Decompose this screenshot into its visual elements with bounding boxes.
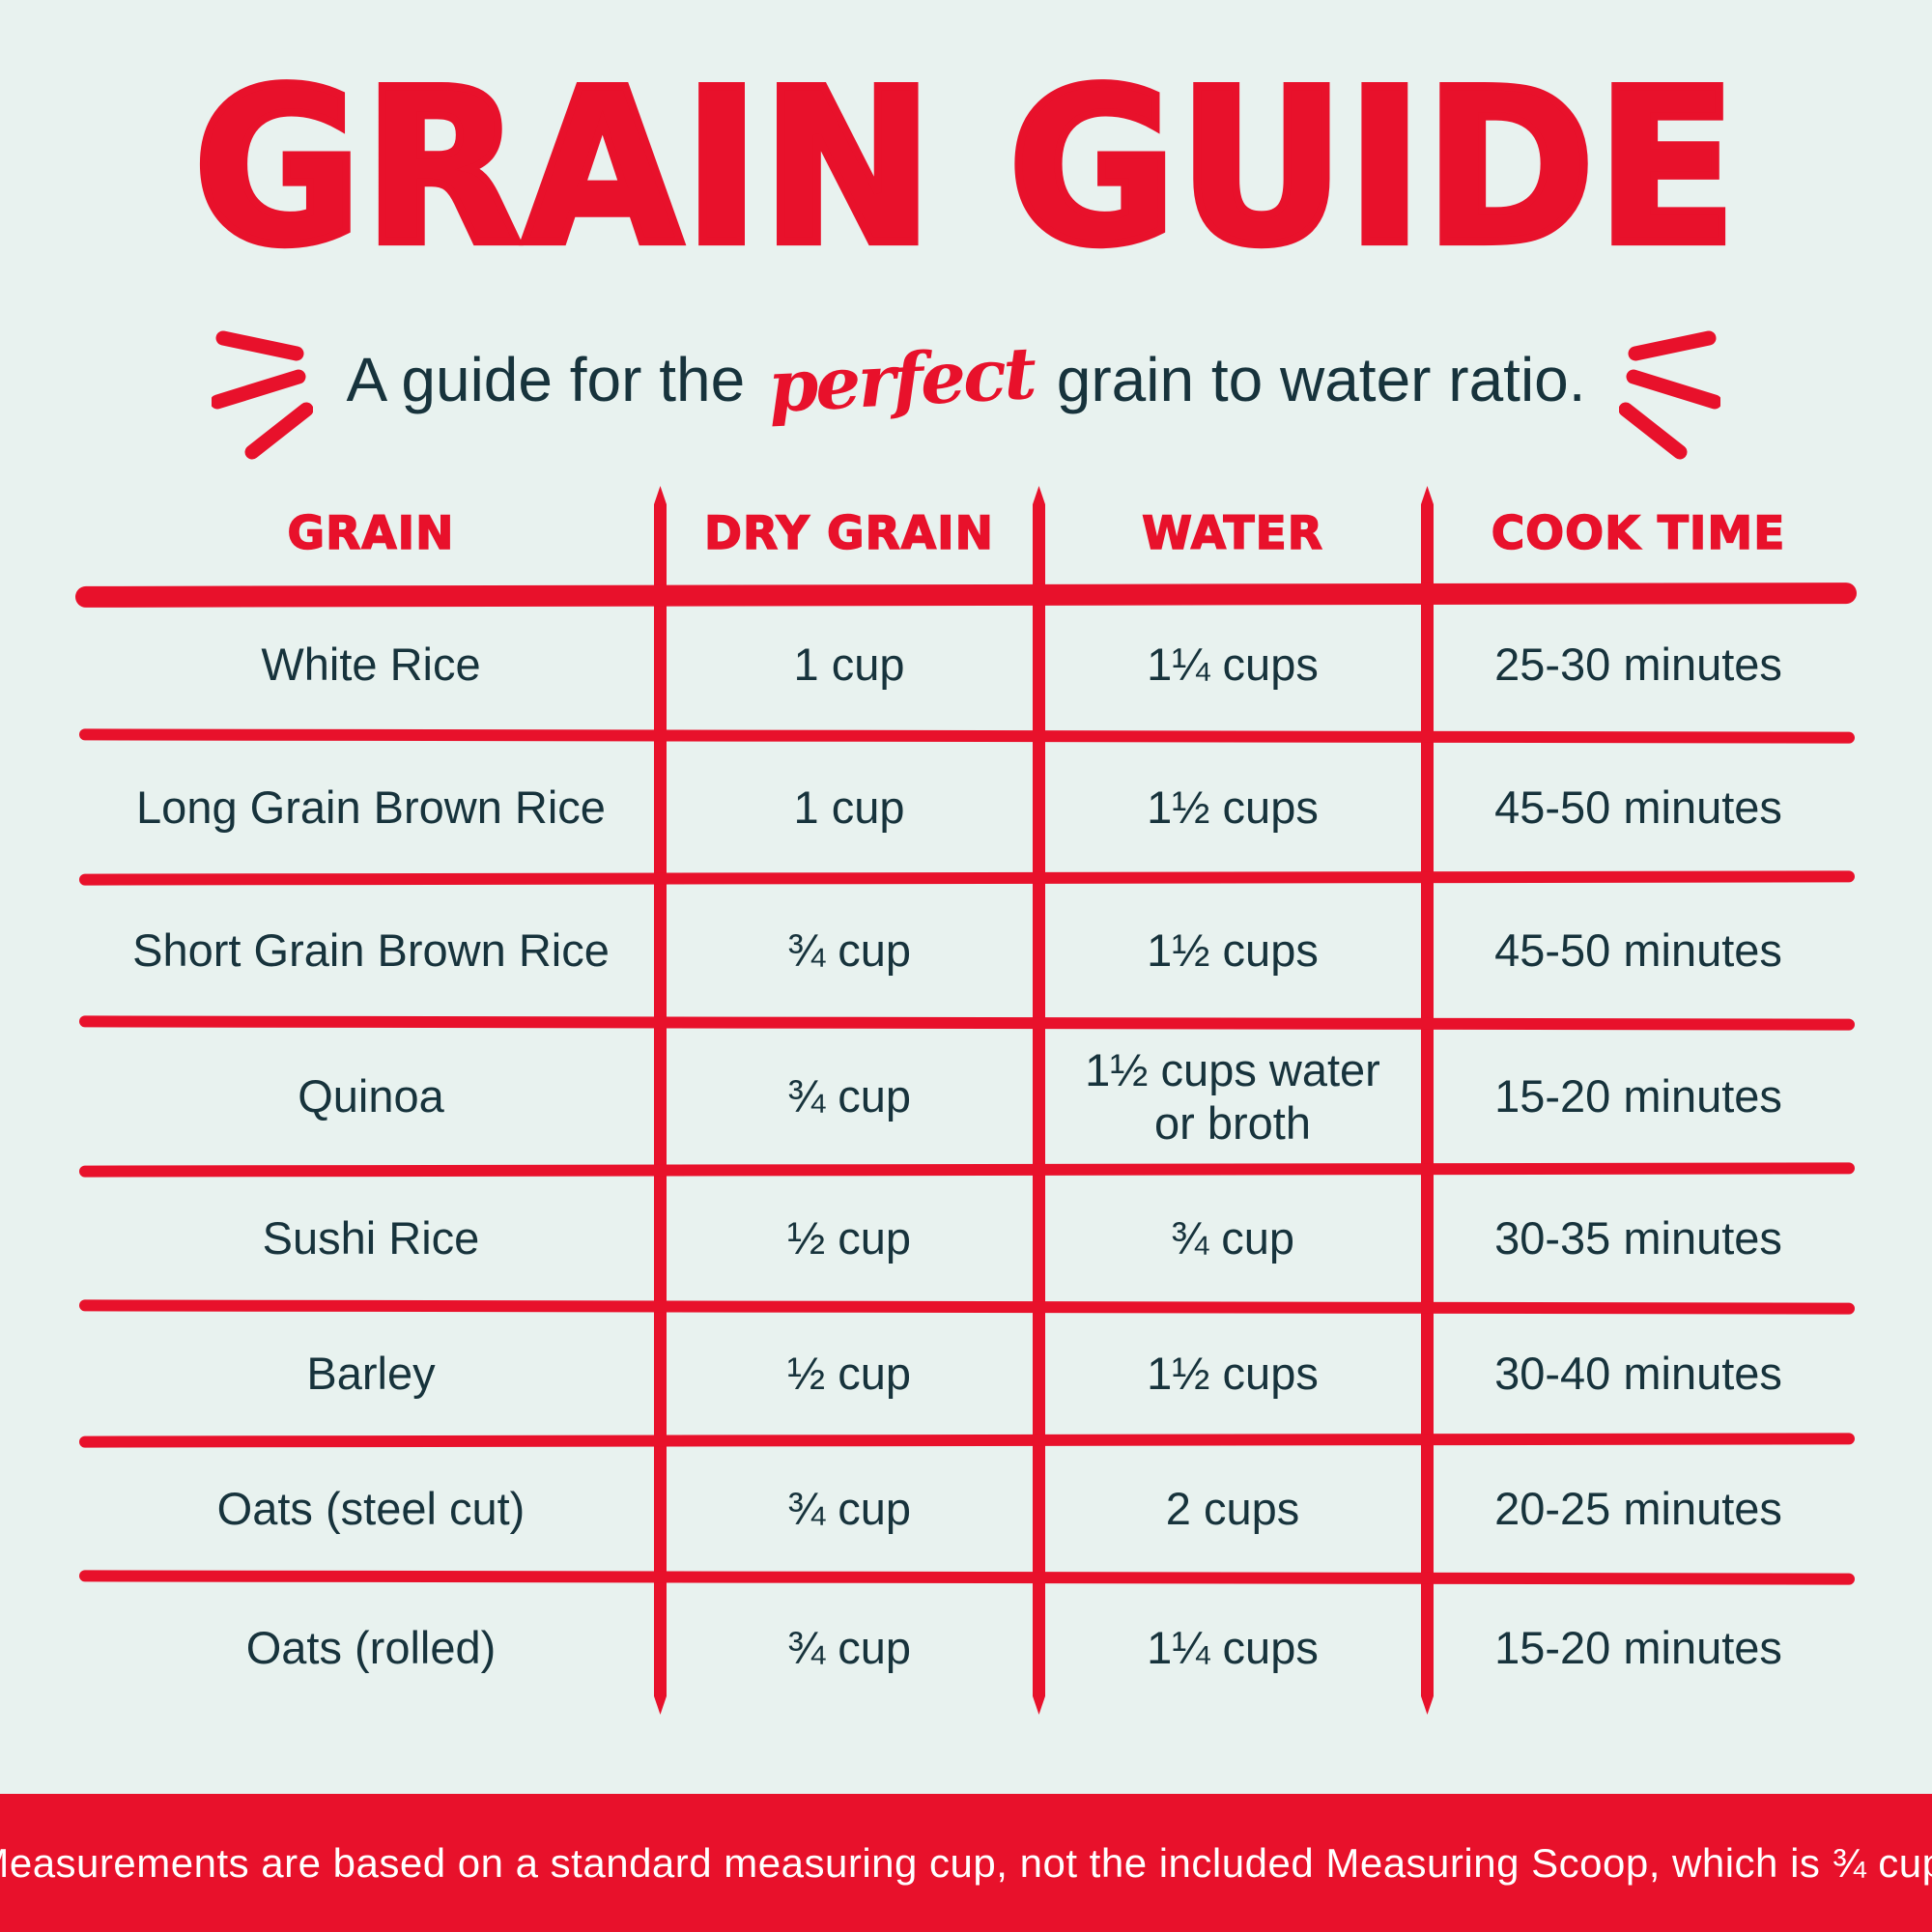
cell-dry-grain: ½ cup: [786, 1348, 912, 1400]
subtitle-pre: A guide for the: [346, 345, 746, 414]
cell-grain: Oats (steel cut): [216, 1483, 526, 1535]
cell-grain: White Rice: [261, 639, 481, 691]
emphasis-dashes-left-icon: [212, 330, 314, 460]
table-row: Barley ½ cup 1½ cups 30-40 minutes: [82, 1311, 1850, 1436]
cell-dry-grain: ½ cup: [786, 1212, 912, 1264]
cell-cook-time: 25-30 minutes: [1494, 639, 1782, 691]
footer-note: Measurements are based on a standard mea…: [0, 1839, 1932, 1886]
cell-cook-time: 15-20 minutes: [1494, 1622, 1782, 1674]
cell-cook-time: 15-20 minutes: [1494, 1070, 1782, 1122]
cell-cook-time: 20-25 minutes: [1494, 1483, 1782, 1535]
cell-grain: Sushi Rice: [262, 1212, 480, 1264]
subtitle: A guide for the perfect grain to water r…: [346, 331, 1586, 438]
subtitle-post: grain to water ratio.: [1056, 345, 1586, 414]
row-divider: [78, 870, 1856, 886]
table-row: Long Grain Brown Rice 1 cup 1½ cups 45-5…: [82, 745, 1850, 870]
cell-water: 1½ cups: [1147, 1348, 1319, 1400]
subtitle-highlight: perfect: [766, 331, 1037, 430]
header-grain: GRAIN: [287, 506, 455, 561]
column-divider-1: [654, 486, 667, 1715]
cell-dry-grain: 1 cup: [793, 639, 905, 691]
cell-grain: Short Grain Brown Rice: [132, 924, 610, 977]
table-header-row: GRAIN DRY GRAIN WATER COOK TIME: [82, 483, 1850, 583]
row-divider: [78, 1570, 1856, 1585]
table-row: Sushi Rice ½ cup ¾ cup 30-35 minutes: [82, 1176, 1850, 1301]
cell-cook-time: 30-40 minutes: [1494, 1348, 1782, 1400]
cell-dry-grain: ¾ cup: [786, 924, 912, 977]
header-water: WATER: [1141, 506, 1323, 561]
cell-water: 1¼ cups: [1147, 1622, 1319, 1674]
cell-dry-grain: ¾ cup: [786, 1622, 912, 1674]
table-row: White Rice 1 cup 1¼ cups 25-30 minutes: [82, 602, 1850, 727]
table-row: Quinoa ¾ cup 1½ cups water or broth 15-2…: [82, 1034, 1850, 1159]
cell-water: ¾ cup: [1170, 1212, 1295, 1264]
cell-cook-time: 45-50 minutes: [1494, 924, 1782, 977]
table-row: Oats (steel cut) ¾ cup 2 cups 20-25 minu…: [82, 1446, 1850, 1572]
header-cook-time: COOK TIME: [1491, 506, 1786, 561]
cell-water: 1½ cups water or broth: [1085, 1043, 1380, 1149]
table-row: Oats (rolled) ¾ cup 1¼ cups 15-20 minute…: [82, 1585, 1850, 1711]
cell-grain: Quinoa: [298, 1070, 444, 1122]
cell-grain: Barley: [306, 1348, 436, 1400]
cell-water: 1½ cups: [1147, 781, 1319, 834]
footer-bar: Measurements are based on a standard mea…: [0, 1794, 1932, 1932]
cell-water: 1¼ cups: [1147, 639, 1319, 691]
cell-dry-grain: ¾ cup: [786, 1483, 912, 1535]
cell-cook-time: 45-50 minutes: [1494, 781, 1782, 834]
column-divider-2: [1033, 486, 1045, 1715]
row-divider: [78, 1015, 1856, 1031]
header-dry-grain: DRY GRAIN: [703, 506, 994, 561]
cell-cook-time: 30-35 minutes: [1494, 1212, 1782, 1264]
cell-grain: Long Grain Brown Rice: [136, 781, 606, 834]
emphasis-dashes-right-icon: [1618, 330, 1720, 460]
cell-dry-grain: 1 cup: [793, 781, 905, 834]
cell-grain: Oats (rolled): [245, 1622, 497, 1674]
cell-dry-grain: ¾ cup: [786, 1070, 912, 1122]
cell-water: 1½ cups: [1147, 924, 1319, 977]
subtitle-row: A guide for the perfect grain to water r…: [0, 307, 1932, 471]
row-divider: [78, 728, 1856, 744]
cell-water: 2 cups: [1165, 1483, 1300, 1535]
table-row: Short Grain Brown Rice ¾ cup 1½ cups 45-…: [82, 888, 1850, 1013]
column-divider-3: [1421, 486, 1434, 1715]
page-title: GRAIN GUIDE: [189, 43, 1740, 292]
